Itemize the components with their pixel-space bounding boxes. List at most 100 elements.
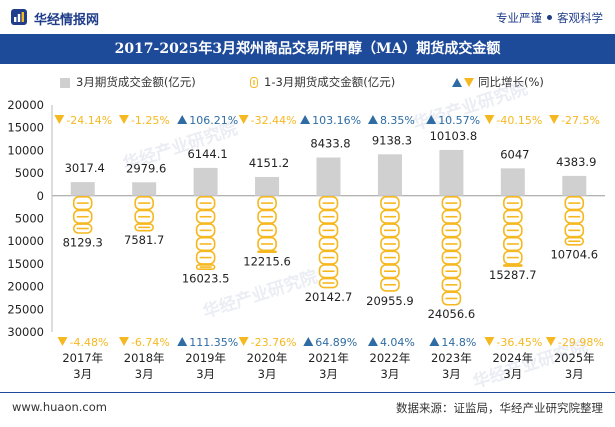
monthly-growth-label: -32.44% xyxy=(251,114,297,127)
y-tick-label: 20000 xyxy=(7,98,44,112)
x-tick-label: 2024年 xyxy=(492,351,533,365)
monthly-growth-label: -40.15% xyxy=(496,114,542,127)
monthly-growth-down-arrow-icon xyxy=(238,115,249,124)
x-tick-label: 3月 xyxy=(258,367,277,381)
cumulative-growth-label: 64.89% xyxy=(315,336,357,349)
cumulative-growth-label: 14.8% xyxy=(441,336,476,349)
monthly-growth-down-arrow-icon xyxy=(484,115,495,124)
chart-plot-svg: 20000 15000 10000 5000 0 5000 10000 15000 20000 2… xyxy=(7,98,605,381)
x-tick-label: 2025年 xyxy=(554,351,595,365)
tagline: 专业严谨 客观科学 xyxy=(496,10,603,26)
monthly-growth-up-arrow-icon xyxy=(367,115,378,124)
monthly-bar xyxy=(70,182,95,196)
legend-label-growth: 同比增长(%) xyxy=(478,75,544,89)
y-tick-label: 5000 xyxy=(15,212,44,226)
monthly-growth-down-arrow-icon xyxy=(118,115,129,124)
monthly-growth-label: 8.35% xyxy=(380,114,415,127)
cumulative-growth-label: -4.48% xyxy=(70,336,109,349)
top-bar: 华经情报网 专业严谨 客观科学 xyxy=(0,0,615,34)
brand-name: 华经情报网 xyxy=(34,13,100,28)
legend-item-monthly: 3月期货成交金额(亿元) xyxy=(60,74,196,90)
monthly-growth-up-arrow-icon xyxy=(300,115,311,124)
x-tick-label: 2020年 xyxy=(247,351,288,365)
monthly-value-label: 8433.8 xyxy=(310,137,350,151)
y-tick-label: 25000 xyxy=(7,302,44,316)
tagline-dot-icon xyxy=(547,15,552,20)
monthly-bar xyxy=(132,182,157,196)
cumulative-coin xyxy=(503,264,523,267)
cumulative-growth-down-arrow-icon xyxy=(57,337,68,346)
cumulative-value-label: 20142.7 xyxy=(305,290,353,304)
cumulative-coin xyxy=(257,250,277,253)
cumulative-value-label: 12215.6 xyxy=(243,254,291,268)
y-tick-label: 15000 xyxy=(7,257,44,271)
cumulative-growth-up-arrow-icon xyxy=(429,337,440,346)
monthly-growth-label: -24.14% xyxy=(66,114,112,127)
y-tick-label: 15000 xyxy=(7,121,44,135)
y-tick-label: 5000 xyxy=(15,166,44,180)
x-tick-label: 2018年 xyxy=(124,351,165,365)
chart-title: 2017-2025年3月郑州商品交易所甲醇（MA）期货成交金额 xyxy=(0,34,615,64)
tagline-left: 专业严谨 xyxy=(496,11,542,25)
legend-growth-swatch-icon xyxy=(452,78,474,87)
legend-item-growth: 同比增长(%) xyxy=(452,74,544,90)
x-tick-label: 3月 xyxy=(196,367,215,381)
cumulative-growth-up-arrow-icon xyxy=(177,337,188,346)
cumulative-value-label: 16023.5 xyxy=(182,272,230,286)
legend-coin-swatch-icon xyxy=(250,77,258,88)
monthly-bar xyxy=(439,149,464,196)
cumulative-value-label: 8129.3 xyxy=(63,236,103,250)
monthly-bar xyxy=(562,175,587,196)
footer-website: www.huaon.com xyxy=(12,400,107,414)
y-tick-label: 10000 xyxy=(7,234,44,248)
monthly-bar xyxy=(255,176,280,196)
chart-legend: 3月期货成交金额(亿元) 1-3月期货成交金额(亿元) 同比增长(%) xyxy=(0,72,615,94)
monthly-value-label: 10103.8 xyxy=(430,129,478,143)
x-tick-label: 2019年 xyxy=(185,351,226,365)
footer-source: 数据来源：证监局，华经产业研究院整理 xyxy=(396,401,603,415)
monthly-value-label: 3017.4 xyxy=(65,161,105,175)
cumulative-growth-up-arrow-icon xyxy=(303,337,314,346)
x-tick-label: 2022年 xyxy=(370,351,411,365)
x-tick-label: 3月 xyxy=(442,367,461,381)
cumulative-growth-down-arrow-icon xyxy=(484,337,495,346)
monthly-growth-down-arrow-icon xyxy=(549,115,560,124)
x-tick-label: 3月 xyxy=(381,367,400,381)
x-tick-label: 2023年 xyxy=(431,351,472,365)
cumulative-growth-label: 111.35% xyxy=(189,336,238,349)
x-tick-label: 3月 xyxy=(503,367,522,381)
x-tick-label: 3月 xyxy=(565,367,584,381)
x-tick-label: 3月 xyxy=(135,367,154,381)
y-tick-label: 20000 xyxy=(7,280,44,294)
legend-label-cumulative: 1-3月期货成交金额(亿元) xyxy=(264,75,396,89)
monthly-value-label: 4151.2 xyxy=(249,156,289,170)
monthly-value-label: 6144.1 xyxy=(187,147,227,161)
monthly-value-label: 2979.6 xyxy=(126,161,166,175)
monthly-growth-up-arrow-icon xyxy=(177,115,188,124)
cumulative-value-label: 24056.6 xyxy=(428,307,476,321)
footer-divider xyxy=(0,392,615,393)
cumulative-growth-label: -36.45% xyxy=(496,336,542,349)
brand-logo-icon xyxy=(11,9,27,25)
y-tick-label: 10000 xyxy=(7,143,44,157)
monthly-value-label: 6047 xyxy=(500,147,529,161)
monthly-growth-up-arrow-icon xyxy=(426,115,437,124)
x-tick-label: 3月 xyxy=(73,367,92,381)
monthly-bar xyxy=(316,157,341,196)
cumulative-value-label: 15287.7 xyxy=(489,268,537,282)
x-tick-label: 3月 xyxy=(319,367,338,381)
cumulative-growth-up-arrow-icon xyxy=(367,337,378,346)
monthly-value-label: 9138.3 xyxy=(372,133,412,147)
legend-item-cumulative: 1-3月期货成交金额(亿元) xyxy=(250,74,395,90)
monthly-growth-down-arrow-icon xyxy=(54,115,65,124)
cumulative-value-label: 10704.6 xyxy=(550,247,598,261)
cumulative-growth-down-arrow-icon xyxy=(545,337,556,346)
monthly-growth-label: -27.5% xyxy=(561,114,600,127)
monthly-value-label: 4383.9 xyxy=(556,155,596,169)
legend-label-monthly: 3月期货成交金额(亿元) xyxy=(76,75,196,89)
monthly-growth-label: 10.57% xyxy=(438,114,480,127)
y-tick-label: 0 xyxy=(37,189,44,203)
cumulative-growth-label: -6.74% xyxy=(131,336,170,349)
y-tick-label: 30000 xyxy=(7,325,44,339)
